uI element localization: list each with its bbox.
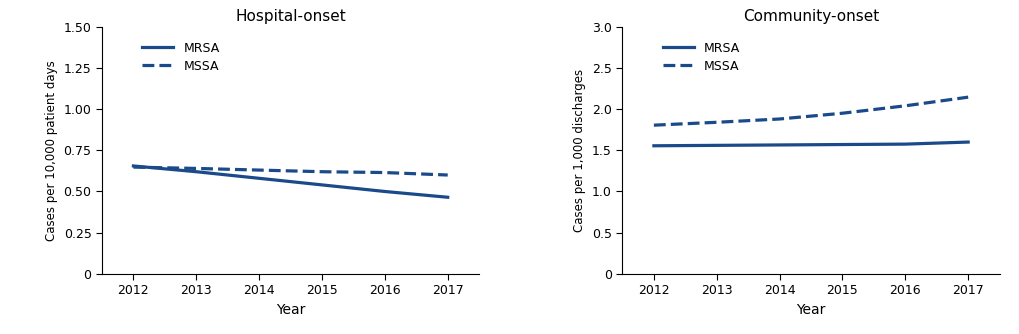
Line: MSSA: MSSA [653,97,967,125]
Legend: MRSA, MSSA: MRSA, MSSA [658,38,743,76]
Line: MRSA: MRSA [133,166,447,197]
MSSA [253,168,265,172]
MSSA [710,120,722,124]
X-axis label: Year: Year [275,303,305,317]
Y-axis label: Cases per 1,000 discharges: Cases per 1,000 discharges [573,69,586,232]
MSSA [772,117,785,121]
MRSA [253,176,265,180]
MSSA [899,104,911,108]
MSSA [961,95,973,99]
MRSA [836,143,848,147]
Y-axis label: Cases per 10,000 patient days: Cases per 10,000 patient days [45,60,58,241]
MSSA [836,111,848,115]
MRSA [441,195,453,199]
MRSA [772,143,785,147]
MRSA [316,183,328,187]
X-axis label: Year: Year [796,303,825,317]
Line: MSSA: MSSA [133,167,447,175]
MRSA [127,164,140,168]
Legend: MRSA, MSSA: MRSA, MSSA [139,38,223,76]
MSSA [378,171,390,175]
MRSA [710,143,722,147]
MRSA [961,140,973,144]
Title: Hospital-onset: Hospital-onset [235,9,345,24]
MRSA [899,142,911,146]
MSSA [441,173,453,177]
MSSA [316,170,328,174]
MRSA [190,170,202,174]
Title: Community-onset: Community-onset [742,9,878,24]
MSSA [647,123,659,127]
MRSA [378,189,390,193]
MSSA [190,166,202,170]
MRSA [647,144,659,148]
MSSA [127,165,140,169]
Line: MRSA: MRSA [653,142,967,146]
